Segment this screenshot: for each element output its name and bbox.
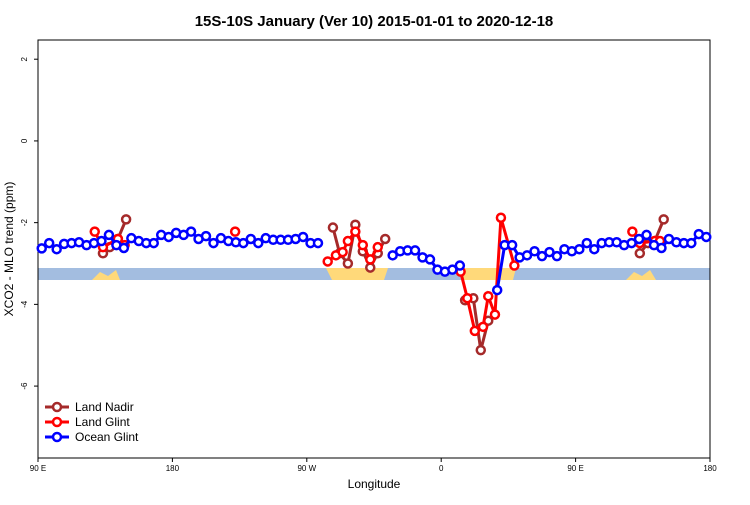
data-point xyxy=(424,254,436,265)
x-tick-label: 90 E xyxy=(567,464,583,473)
x-tick-label: 180 xyxy=(166,464,180,473)
land-strip xyxy=(92,270,120,280)
data-point xyxy=(200,230,212,242)
data-point xyxy=(454,260,466,271)
data-point xyxy=(581,237,593,249)
data-point xyxy=(686,237,697,249)
data-point xyxy=(633,233,645,245)
data-point xyxy=(365,254,376,265)
data-point xyxy=(447,264,458,275)
data-point xyxy=(103,229,115,241)
data-point xyxy=(409,245,421,256)
data-point xyxy=(489,309,501,320)
data-point xyxy=(245,233,257,245)
data-point xyxy=(96,235,107,247)
y-tick-label: -4 xyxy=(20,300,29,308)
data-point xyxy=(238,237,249,249)
data-point xyxy=(350,226,361,237)
data-point xyxy=(551,250,563,262)
data-point xyxy=(163,231,174,243)
land-strip xyxy=(458,268,516,280)
y-axis-label: XCO2 - MLO trend (ppm) xyxy=(2,182,16,317)
data-point xyxy=(462,292,473,304)
data-point xyxy=(627,226,638,237)
x-tick-label: 0 xyxy=(439,464,444,473)
legend-marker xyxy=(51,416,63,428)
data-point xyxy=(495,212,507,223)
data-point xyxy=(506,239,518,251)
y-tick-label: 0 xyxy=(20,138,29,143)
data-point xyxy=(185,226,197,237)
data-point xyxy=(372,241,383,253)
data-point xyxy=(521,250,533,261)
data-point xyxy=(574,243,585,255)
data-point xyxy=(43,237,55,249)
land-strip xyxy=(326,268,388,280)
data-point xyxy=(509,260,520,271)
data-point xyxy=(312,237,324,249)
data-point xyxy=(701,231,712,243)
data-point xyxy=(120,214,132,225)
x-axis-label: Longitude xyxy=(348,477,401,491)
data-point xyxy=(89,226,100,237)
y-tick-label: 2 xyxy=(20,56,29,61)
x-tick-label: 180 xyxy=(703,464,717,473)
data-point xyxy=(379,233,391,245)
data-point xyxy=(491,284,503,296)
data-point xyxy=(658,214,669,225)
land-strip xyxy=(626,270,656,280)
data-point xyxy=(475,344,487,356)
legend-label: Land Glint xyxy=(75,415,130,429)
data-point xyxy=(342,258,354,269)
data-point xyxy=(626,237,637,249)
data-point xyxy=(337,246,348,258)
data-point xyxy=(322,256,333,267)
legend-marker xyxy=(51,401,63,413)
data-point xyxy=(387,250,398,261)
legend-label: Ocean Glint xyxy=(75,430,139,444)
data-point xyxy=(148,237,159,249)
legend-marker xyxy=(51,431,63,443)
data-point xyxy=(477,321,489,333)
x-tick-label: 90 E xyxy=(30,464,46,473)
data-point xyxy=(589,243,600,255)
data-point xyxy=(482,290,494,302)
data-point xyxy=(208,237,219,249)
map-strip xyxy=(38,268,710,280)
data-point xyxy=(297,231,309,243)
data-point xyxy=(536,250,548,262)
data-point xyxy=(118,242,130,254)
data-point xyxy=(253,237,264,249)
data-point xyxy=(342,235,354,247)
y-tick-label: -6 xyxy=(20,382,29,390)
data-point xyxy=(634,248,646,259)
data-point xyxy=(469,325,481,337)
y-tick-label: -2 xyxy=(20,219,29,227)
data-point xyxy=(641,229,652,241)
data-point xyxy=(544,246,555,258)
x-tick-label: 90 W xyxy=(297,464,316,473)
chart-title: 15S-10S January (Ver 10) 2015-01-01 to 2… xyxy=(195,13,554,30)
legend-label: Land Nadir xyxy=(75,400,134,414)
data-point xyxy=(656,242,667,254)
data-point xyxy=(229,226,241,237)
series-line xyxy=(93,217,660,334)
data-point xyxy=(36,243,47,254)
data-point xyxy=(357,239,369,251)
data-point xyxy=(51,243,62,255)
data-point xyxy=(327,222,339,233)
data-point xyxy=(529,245,540,257)
data-point xyxy=(365,262,376,273)
